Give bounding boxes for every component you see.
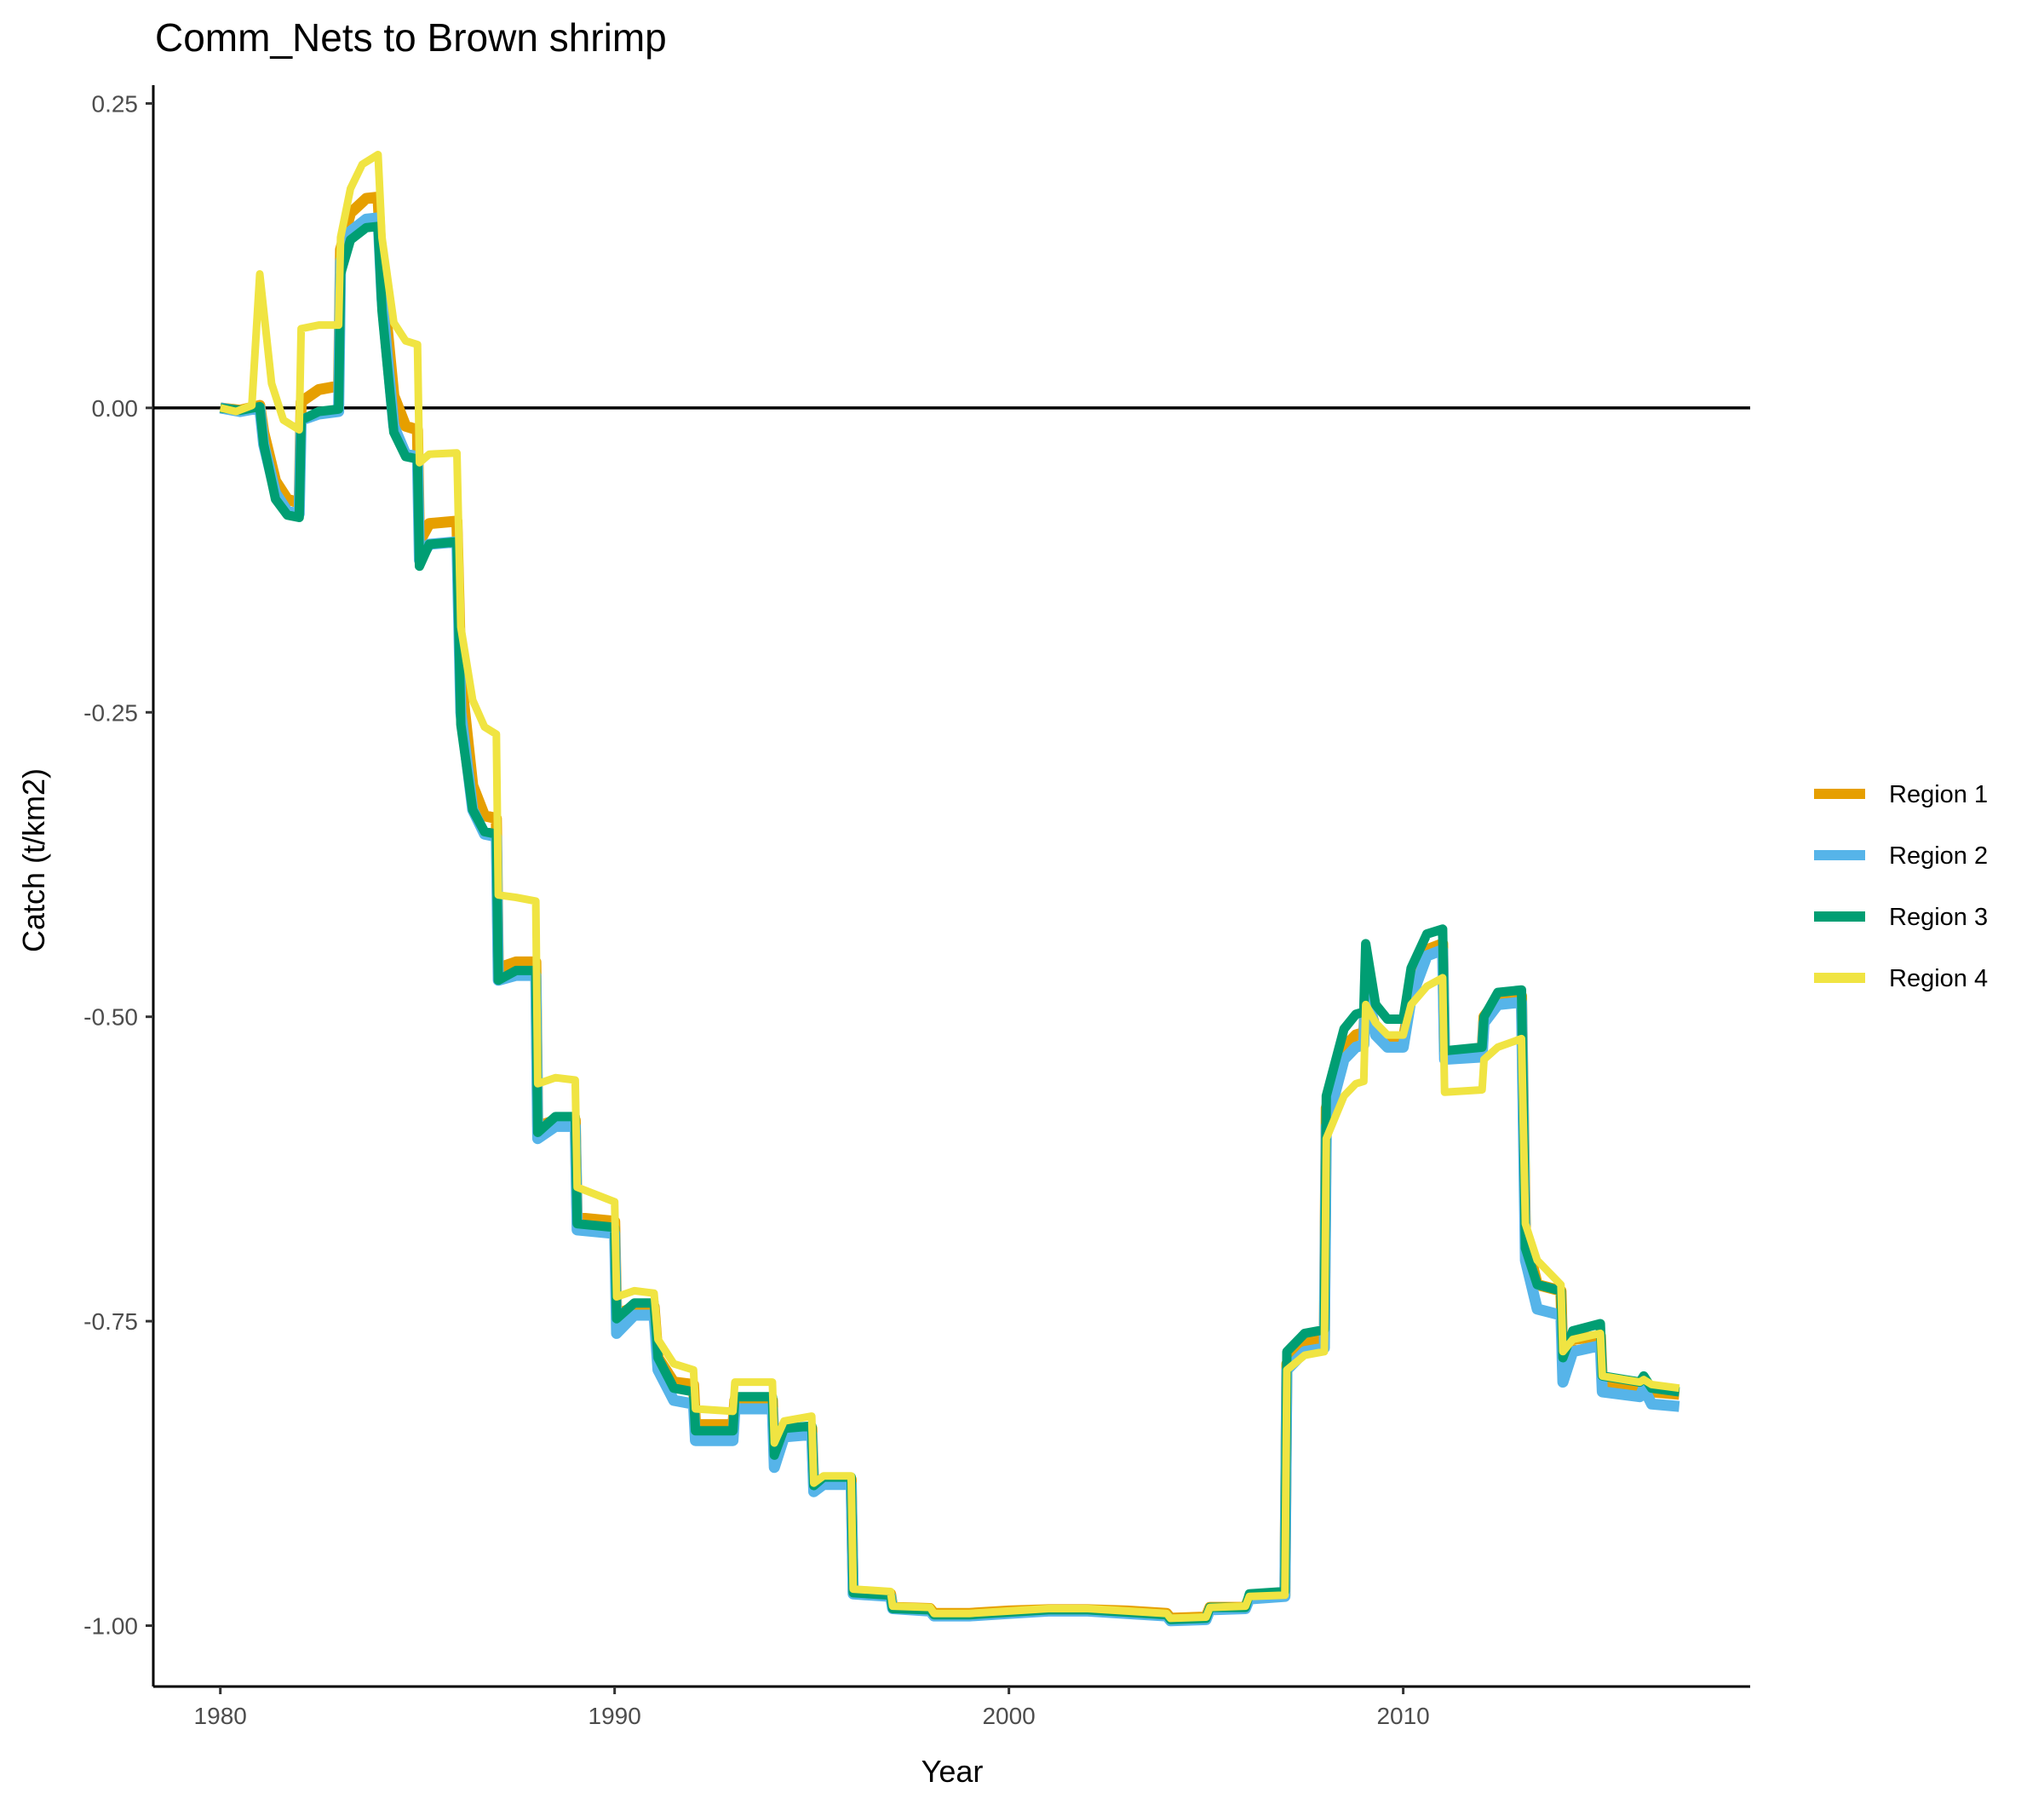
legend-label: Region 4 bbox=[1889, 965, 1988, 992]
chart-title: Comm_Nets to Brown shrimp bbox=[155, 15, 667, 60]
y-tick-label: -0.25 bbox=[83, 699, 138, 726]
x-tick-label: 1980 bbox=[194, 1703, 247, 1729]
series-line-region-4 bbox=[219, 151, 1680, 1623]
y-axis-title: Catch (t/km2) bbox=[16, 768, 51, 952]
x-axis-title: Year bbox=[922, 1754, 984, 1789]
y-tick-label: -0.50 bbox=[83, 1004, 138, 1031]
series-line-region-2 bbox=[219, 212, 1680, 1627]
series-line-region-3 bbox=[220, 221, 1680, 1624]
y-tick-label: 0.25 bbox=[92, 90, 139, 117]
legend-label: Region 2 bbox=[1889, 842, 1988, 870]
plot-area bbox=[153, 151, 1750, 1627]
y-tick-label: -0.75 bbox=[83, 1308, 138, 1335]
axes: 0.25 0.00 -0.25 -0.50 -0.75 -1.00 1980 1990 2000… bbox=[83, 85, 1750, 1729]
x-tick-label: 2000 bbox=[982, 1703, 1035, 1729]
legend-label: Region 1 bbox=[1889, 781, 1988, 808]
series-line-region-1 bbox=[219, 192, 1680, 1624]
legend-label: Region 3 bbox=[1889, 904, 1988, 931]
y-tick-label: 0.00 bbox=[92, 395, 139, 422]
x-tick-label: 2010 bbox=[1376, 1703, 1429, 1729]
x-tick-label: 1990 bbox=[589, 1703, 641, 1729]
legend: Region 1 Region 2 Region 3 Region 4 bbox=[1814, 781, 1988, 992]
y-tick-label: -1.00 bbox=[83, 1613, 138, 1640]
